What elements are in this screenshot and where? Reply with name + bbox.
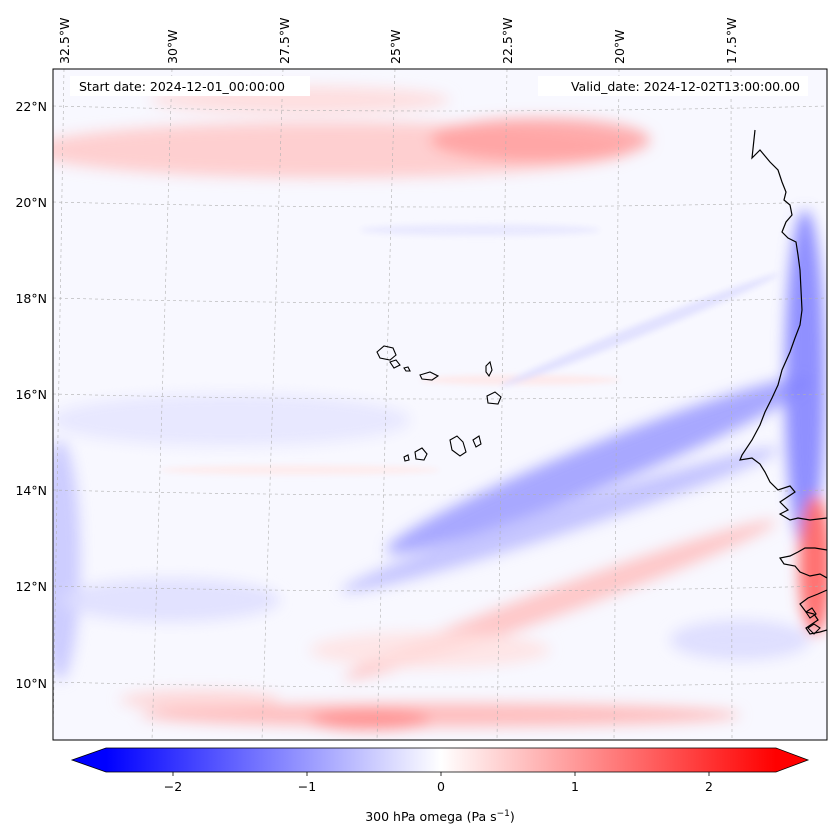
omega-streak-3 [500, 273, 780, 387]
omega-field [53, 86, 827, 730]
omega-south-mid [310, 632, 550, 668]
colorbar-extend-min [72, 748, 106, 772]
colorbar-label-suffix: ) [510, 809, 515, 824]
island-santa-luzia [403, 366, 411, 372]
start-date-box [70, 76, 310, 96]
colorbar-tick-label: −1 [298, 779, 316, 794]
gridline-lon-4 [376, 68, 396, 741]
gridline-lat-1 [52, 105, 828, 112]
gridline-lon-6 [613, 68, 620, 741]
omega-guinea-pos [799, 495, 827, 635]
lon-tick-label: 30°W [165, 29, 180, 64]
lon-tick-label: 20°W [612, 29, 627, 64]
gridline-lon-7 [730, 68, 733, 741]
gridline-lat-4 [52, 393, 828, 400]
colorbar-tick-label: 0 [437, 779, 445, 794]
omega-blobs [53, 86, 827, 730]
gridline-lat-6 [52, 585, 828, 592]
west-africa-coastline [739, 129, 827, 521]
lat-tick-label: 18°N [15, 291, 47, 306]
start-date-label: Start date: 2024-12-01_00:00:00 [79, 79, 285, 94]
gridline-lon-2 [151, 68, 173, 741]
gridline-lon-1 [52, 68, 65, 741]
lat-tick-label: 12°N [15, 579, 47, 594]
island-santo-antao [376, 345, 397, 361]
gridline-lat-3 [52, 297, 828, 304]
omega-diag-neg-band-2 [341, 447, 779, 593]
gridline-lon-3 [261, 68, 284, 741]
cape-verde-islands [376, 345, 821, 635]
lat-tick-label: 14°N [15, 483, 47, 498]
island-bijagos-1 [805, 607, 817, 619]
omega-streak-1 [360, 224, 600, 236]
omega-south-max [310, 710, 430, 730]
map-panel: Start date: 2024-12-01_00:00:00 Valid_da… [52, 68, 828, 741]
guinea-coast [799, 589, 827, 635]
lat-tick-label: 16°N [15, 387, 47, 402]
omega-se-neg [670, 620, 810, 660]
island-sao-vicente [389, 359, 401, 369]
gridline-lat-2 [52, 201, 828, 208]
colorbar-tick-label: 1 [571, 779, 579, 794]
lon-tick-label: 27.5°W [277, 18, 292, 64]
omega-streak-4 [160, 465, 440, 475]
omega-west-neg [53, 440, 80, 680]
lon-tick-labels: 32.5°W 30°W 27.5°W 25°W 22.5°W 20°W 17.5… [57, 18, 739, 64]
coastlines [739, 129, 827, 635]
guinea-bissau-coast [779, 547, 827, 579]
lat-tick-label: 10°N [15, 676, 47, 691]
valid-date-label: Valid_date: 2024-12-02T13:00:00.00 [571, 79, 800, 94]
colorbar-ticks: −2 −1 0 1 2 [164, 772, 713, 794]
gridline-lat-5 [52, 489, 828, 496]
omega-south-band [140, 703, 740, 727]
omega-diag-neg-band [386, 376, 814, 554]
omega-small-features [160, 224, 780, 475]
colorbar-body [106, 748, 776, 772]
island-sal [485, 360, 493, 378]
gridline-lon-5 [496, 68, 508, 741]
lon-tick-label: 17.5°W [724, 18, 739, 64]
lat-tick-label: 22°N [15, 99, 47, 114]
lon-tick-label: 22.5°W [500, 18, 515, 64]
lat-tick-labels: 22°N 20°N 18°N 16°N 14°N 12°N 10°N [15, 99, 47, 691]
colorbar-label-prefix: 300 hPa omega (Pa s [365, 809, 496, 824]
colorbar-outline [70, 747, 810, 773]
omega-north-max [430, 118, 650, 162]
island-boa-vista [486, 391, 502, 405]
map-frame [52, 68, 828, 741]
colorbar-extend-max [776, 748, 808, 772]
gridlines [52, 68, 828, 741]
omega-coast-neg [785, 210, 825, 550]
omega-sw-neg [60, 578, 280, 622]
colorbar-tick-label: 2 [705, 779, 713, 794]
island-bijagos-2 [807, 623, 821, 635]
colorbar-tick-label: −2 [164, 779, 182, 794]
colorbar-label-exponent: −1 [497, 809, 510, 819]
lon-tick-label: 32.5°W [57, 18, 72, 64]
island-maio [472, 435, 482, 448]
island-fogo [414, 447, 428, 461]
lon-tick-label: 25°W [388, 29, 403, 64]
omega-south-west [120, 690, 280, 710]
valid-date-box [538, 76, 808, 96]
lat-tick-label: 20°N [15, 195, 47, 210]
gridline-lat-7 [52, 681, 828, 688]
island-sao-nicolau [419, 371, 440, 381]
colorbar-label: 300 hPa omega (Pa s−1) [365, 809, 515, 824]
island-brava [403, 454, 410, 462]
colorbar: −2 −1 0 1 2 300 hPa omega (Pa s−1) [70, 747, 810, 824]
omega-mid-neg [53, 394, 410, 446]
island-santiago [449, 435, 467, 457]
